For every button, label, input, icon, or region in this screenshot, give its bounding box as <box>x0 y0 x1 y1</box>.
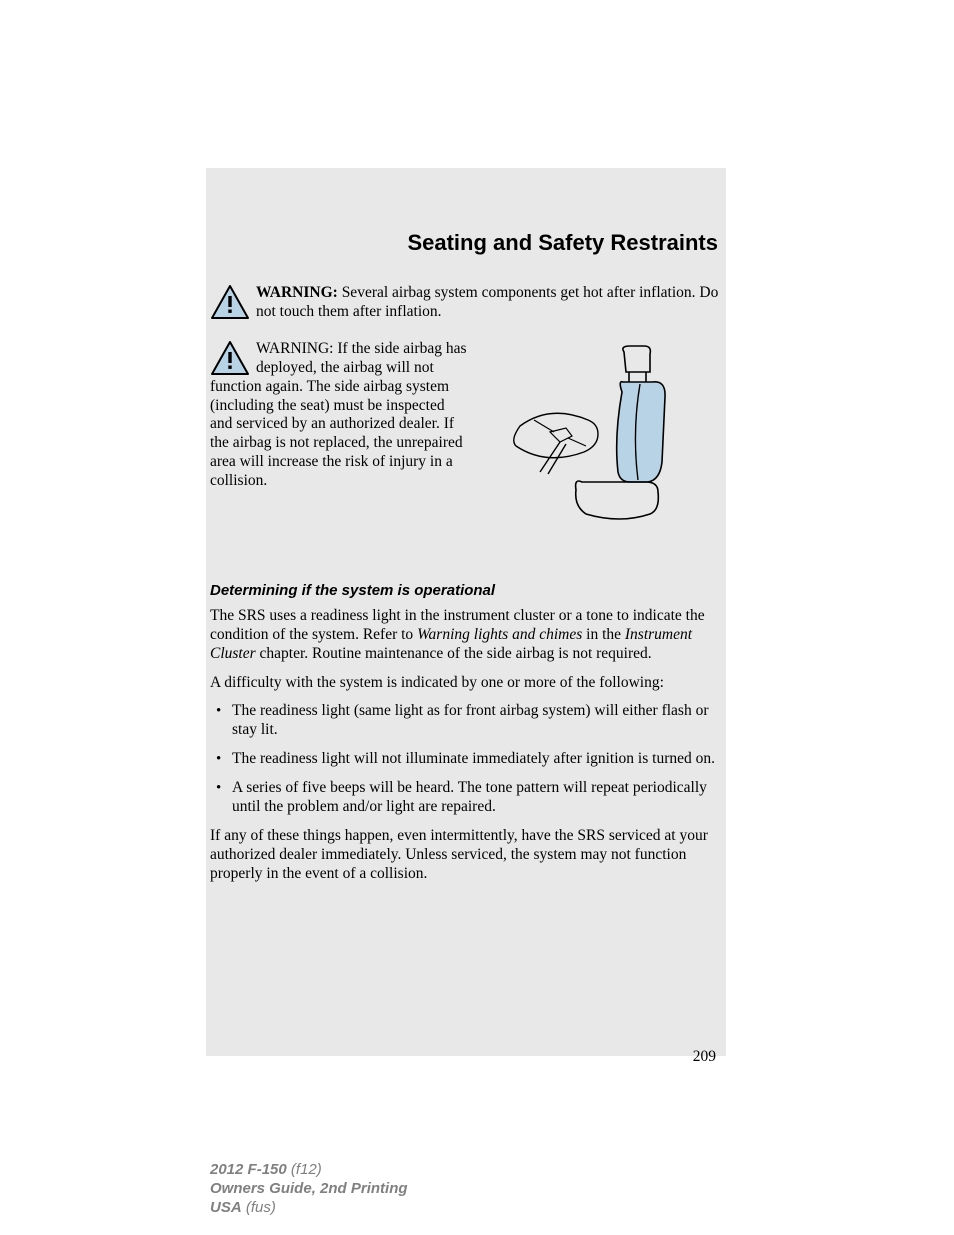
warning-block-1: WARNING: Several airbag system component… <box>210 284 722 322</box>
footer-code1: (f12) <box>287 1161 322 1178</box>
para1-post: chapter. Routine maintenance of the side… <box>256 645 652 662</box>
warning-block-2-row: WARNING: If the side airbag has deployed… <box>210 340 722 532</box>
footer-line-2: Owners Guide, 2nd Printing <box>210 1180 408 1199</box>
footer-line-1: 2012 F-150 (f12) <box>210 1161 408 1180</box>
footer-line-3: USA (fus) <box>210 1199 408 1218</box>
subheading-operational: Determining if the system is operational <box>210 582 722 599</box>
footer-code2: (fus) <box>242 1199 276 1216</box>
page-content: Seating and Safety Restraints WARNING: S… <box>210 230 722 894</box>
footer-region: USA <box>210 1199 242 1216</box>
paragraph-3: If any of these things happen, even inte… <box>210 827 722 884</box>
page-number: 209 <box>693 1048 716 1066</box>
para1-mid: in the <box>582 626 625 643</box>
footer-model: 2012 F-150 <box>210 1161 287 1178</box>
seat-airbag-illustration <box>468 340 722 532</box>
warning-2-text: WARNING: If the side airbag has deployed… <box>210 340 468 491</box>
list-item: The readiness light (same light as for f… <box>210 702 722 740</box>
warning-2-label: WARNING: <box>256 340 334 357</box>
list-item: A series of five beeps will be heard. Th… <box>210 779 722 817</box>
paragraph-1: The SRS uses a readiness light in the in… <box>210 607 722 664</box>
section-title: Seating and Safety Restraints <box>210 230 722 256</box>
para1-ital1: Warning lights and chimes <box>417 626 582 643</box>
footer: 2012 F-150 (f12) Owners Guide, 2nd Print… <box>210 1161 408 1217</box>
paragraph-2: A difficulty with the system is indicate… <box>210 674 722 693</box>
warning-triangle-icon <box>210 340 250 376</box>
list-item: The readiness light will not illuminate … <box>210 750 722 769</box>
warning-triangle-icon <box>210 284 250 320</box>
warning-1-text: WARNING: Several airbag system component… <box>256 284 722 322</box>
bullet-list: The readiness light (same light as for f… <box>210 702 722 817</box>
warning-1-label: WARNING: <box>256 284 338 301</box>
